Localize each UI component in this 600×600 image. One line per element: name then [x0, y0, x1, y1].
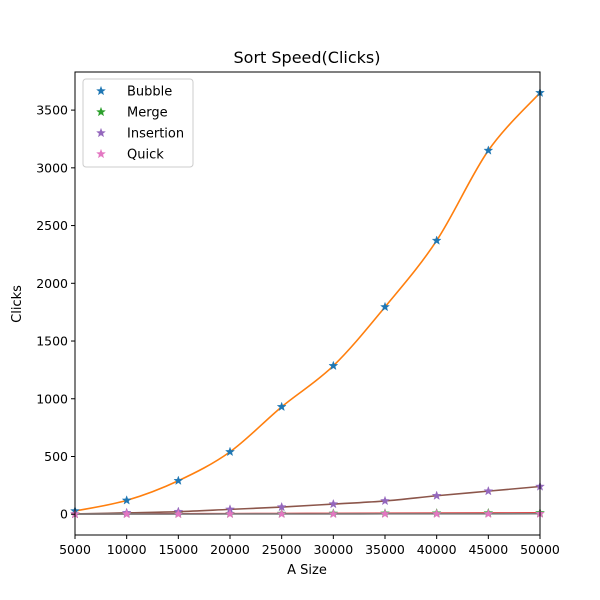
marker-insertion: [380, 495, 390, 506]
marker-quick: [173, 508, 184, 519]
x-tick-label: 25000: [262, 542, 302, 557]
x-tick-label: 35000: [365, 542, 405, 557]
y-tick-label: 1500: [36, 334, 68, 349]
x-tick-label: 5000: [59, 542, 91, 557]
marker-bubble: [121, 495, 132, 505]
marker-insertion: [483, 485, 494, 496]
marker-quick: [225, 508, 235, 519]
x-tick-label: 30000: [313, 542, 353, 557]
plot-frame: [74, 71, 541, 536]
y-tick-label: 2000: [36, 276, 68, 291]
legend-marker-bubble: [96, 85, 106, 96]
legend-label-merge: Merge: [127, 106, 168, 121]
marker-quick: [121, 508, 132, 519]
marker-quick: [483, 508, 494, 519]
x-tick-label: 20000: [210, 542, 250, 557]
legend-label-bubble: Bubble: [127, 85, 172, 100]
marker-insertion: [431, 490, 442, 500]
x-tick-label: 45000: [468, 542, 508, 557]
legend: Bubble Merge Insertion Quick: [82, 78, 194, 168]
legend-marker-merge: [96, 106, 106, 117]
plot-area: [70, 87, 545, 519]
y-axis-label: Clicks: [10, 285, 25, 323]
marker-quick: [380, 508, 390, 519]
marker-bubble: [328, 360, 339, 371]
axes: 5000 10000 15000 20000 25000 30000 35000 40000 4…: [36, 71, 560, 557]
marker-bubble: [225, 446, 235, 457]
y-tick-label: 3000: [36, 160, 68, 175]
marker-quick: [431, 508, 442, 519]
fit-line-bubble: [74, 92, 541, 512]
marker-bubble: [431, 235, 442, 245]
marker-bubble: [173, 475, 184, 485]
x-axis-label: A Size: [287, 563, 327, 578]
marker-insertion: [328, 498, 339, 509]
y-tick-label: 1000: [36, 391, 68, 406]
marker-quick: [276, 508, 287, 519]
y-tick-label: 0: [60, 507, 68, 522]
marker-bubble: [380, 301, 390, 312]
x-tick-label: 50000: [520, 542, 560, 557]
legend-box: [82, 78, 194, 168]
y-tick-label: 2500: [36, 218, 68, 233]
x-tick-label: 15000: [158, 542, 198, 557]
legend-marker-insertion: [96, 127, 106, 138]
marker-bubble: [276, 401, 287, 412]
fit-line-insertion: [74, 485, 541, 515]
y-tick-label: 500: [44, 449, 68, 464]
legend-label-insertion: Insertion: [127, 127, 184, 142]
marker-bubble: [483, 145, 494, 155]
marker-quick: [328, 508, 339, 519]
chart-title: Sort Speed(Clicks): [234, 48, 381, 67]
y-tick-label: 3500: [36, 103, 68, 118]
x-tick-label: 40000: [417, 542, 457, 557]
legend-marker-quick: [96, 148, 106, 159]
x-tick-label: 10000: [107, 542, 147, 557]
legend-label-quick: Quick: [127, 148, 164, 163]
